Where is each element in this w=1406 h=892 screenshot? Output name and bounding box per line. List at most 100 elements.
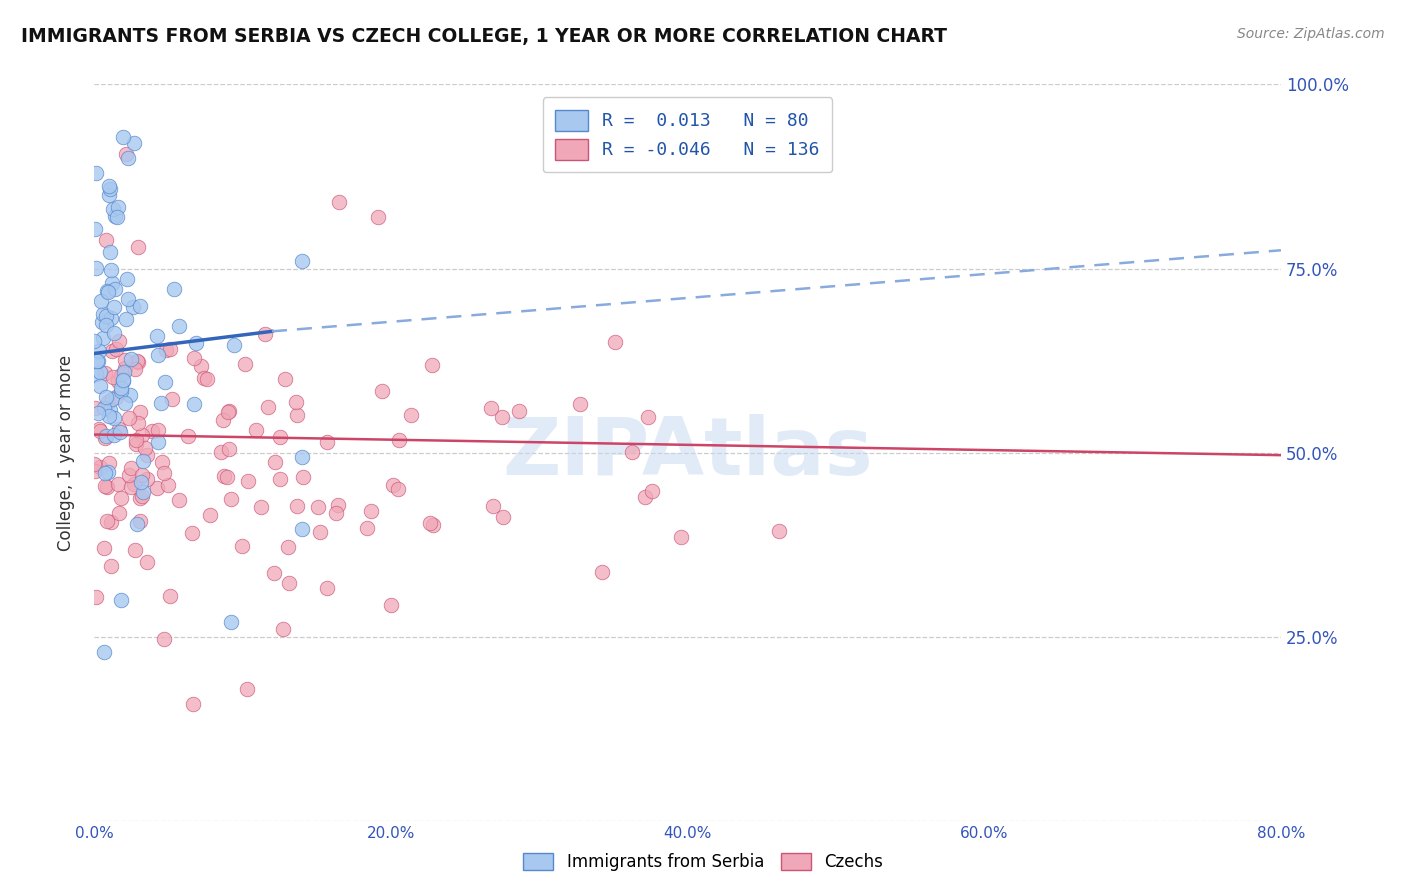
Point [420, 358, 443, 372]
Point [107, 375, 129, 389]
Point [263, 566, 285, 581]
Point [110, 381, 132, 395]
Point [236, 681, 259, 696]
Point [110, 593, 132, 607]
Point [93, 645, 115, 659]
Point [190, 359, 212, 374]
Point [181, 697, 204, 711]
Point [111, 374, 134, 388]
Point [125, 434, 148, 448]
Point [212, 469, 235, 483]
Point [101, 392, 124, 406]
Point [114, 396, 136, 410]
Text: IMMIGRANTS FROM SERBIA VS CZECH COLLEGE, 1 YEAR OR MORE CORRELATION CHART: IMMIGRANTS FROM SERBIA VS CZECH COLLEGE,… [21, 27, 948, 45]
Point [135, 448, 157, 462]
Point [215, 470, 238, 484]
Point [94, 478, 117, 492]
Point [107, 200, 129, 214]
Point [291, 522, 314, 536]
Point [131, 475, 153, 489]
Point [97, 285, 120, 300]
Point [94, 366, 117, 380]
Point [127, 416, 149, 430]
Point [381, 478, 404, 492]
Point [127, 354, 149, 368]
Point [380, 599, 402, 613]
Point [291, 470, 314, 484]
Point [326, 498, 349, 512]
Point [103, 411, 125, 425]
Point [238, 475, 260, 489]
Point [100, 263, 122, 277]
Point [245, 423, 267, 437]
Point [93, 401, 115, 415]
Point [83, 222, 105, 236]
Point [159, 589, 181, 603]
Point [110, 384, 132, 398]
Point [167, 319, 190, 334]
Point [118, 387, 141, 401]
Point [491, 410, 513, 425]
Point [112, 365, 135, 379]
Point [112, 129, 135, 144]
Point [97, 465, 120, 479]
Point [219, 492, 242, 507]
Point [101, 370, 124, 384]
Point [141, 424, 163, 438]
Point [218, 403, 240, 417]
Point [307, 500, 329, 514]
Point [129, 299, 152, 313]
Point [89, 459, 111, 474]
Point [104, 390, 127, 404]
Point [96, 284, 118, 298]
Point [83, 334, 105, 348]
Point [96, 479, 118, 493]
Point [360, 504, 382, 518]
Point [219, 615, 242, 630]
Point [83, 458, 105, 472]
Point [94, 466, 117, 480]
Point [86, 353, 108, 368]
Text: ZIPAtlas: ZIPAtlas [502, 414, 873, 492]
Point [105, 342, 128, 356]
Point [231, 539, 253, 553]
Point [285, 500, 308, 514]
Point [87, 406, 110, 420]
Point [387, 482, 409, 496]
Point [120, 351, 142, 366]
Point [100, 558, 122, 573]
Point [114, 311, 136, 326]
Point [218, 442, 240, 457]
Point [98, 188, 121, 202]
Point [120, 480, 142, 494]
Point [273, 372, 295, 386]
Point [277, 576, 299, 591]
Point [568, 397, 591, 411]
Point [308, 525, 330, 540]
Point [153, 466, 176, 480]
Point [103, 209, 125, 223]
Point [637, 410, 659, 425]
Point [100, 515, 122, 529]
Point [159, 342, 181, 356]
Point [291, 450, 314, 464]
Point [103, 300, 125, 314]
Point [277, 540, 299, 554]
Point [120, 460, 142, 475]
Point [129, 514, 152, 528]
Point [98, 182, 121, 196]
Point [110, 368, 132, 382]
Point [183, 397, 205, 411]
Point [127, 516, 149, 531]
Point [263, 455, 285, 469]
Point [183, 351, 205, 365]
Point [84, 464, 107, 478]
Point [96, 429, 118, 443]
Point [127, 239, 149, 253]
Point [146, 434, 169, 449]
Point [131, 484, 153, 499]
Point [768, 524, 790, 539]
Point [136, 555, 159, 569]
Point [419, 516, 441, 531]
Point [621, 445, 644, 459]
